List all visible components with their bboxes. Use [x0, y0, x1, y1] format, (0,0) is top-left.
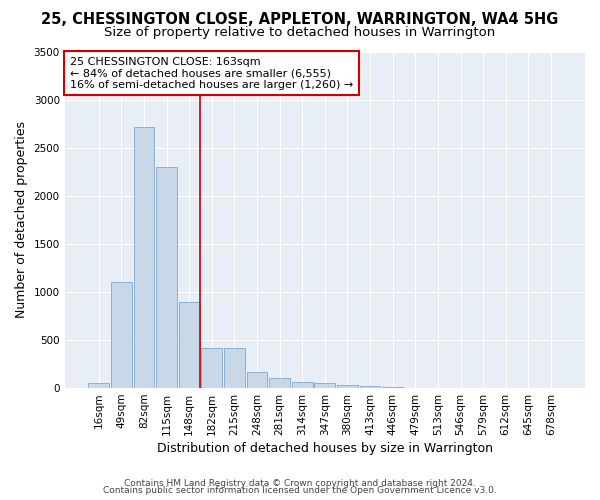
Bar: [382, 387, 403, 388]
Bar: [314, 384, 335, 388]
Y-axis label: Number of detached properties: Number of detached properties: [15, 122, 28, 318]
Bar: [179, 302, 200, 388]
Bar: [359, 386, 380, 388]
Text: Contains HM Land Registry data © Crown copyright and database right 2024.: Contains HM Land Registry data © Crown c…: [124, 478, 476, 488]
Bar: [88, 384, 109, 388]
Bar: [269, 378, 290, 388]
Bar: [247, 372, 268, 388]
Text: Size of property relative to detached houses in Warrington: Size of property relative to detached ho…: [104, 26, 496, 39]
Text: 25, CHESSINGTON CLOSE, APPLETON, WARRINGTON, WA4 5HG: 25, CHESSINGTON CLOSE, APPLETON, WARRING…: [41, 12, 559, 28]
Text: Contains public sector information licensed under the Open Government Licence v3: Contains public sector information licen…: [103, 486, 497, 495]
Bar: [202, 348, 222, 388]
Bar: [156, 167, 177, 388]
Bar: [134, 126, 154, 388]
Bar: [224, 348, 245, 388]
Bar: [337, 385, 358, 388]
Bar: [292, 382, 313, 388]
Text: 25 CHESSINGTON CLOSE: 163sqm
← 84% of detached houses are smaller (6,555)
16% of: 25 CHESSINGTON CLOSE: 163sqm ← 84% of de…: [70, 56, 353, 90]
Bar: [111, 282, 132, 388]
X-axis label: Distribution of detached houses by size in Warrington: Distribution of detached houses by size …: [157, 442, 493, 455]
